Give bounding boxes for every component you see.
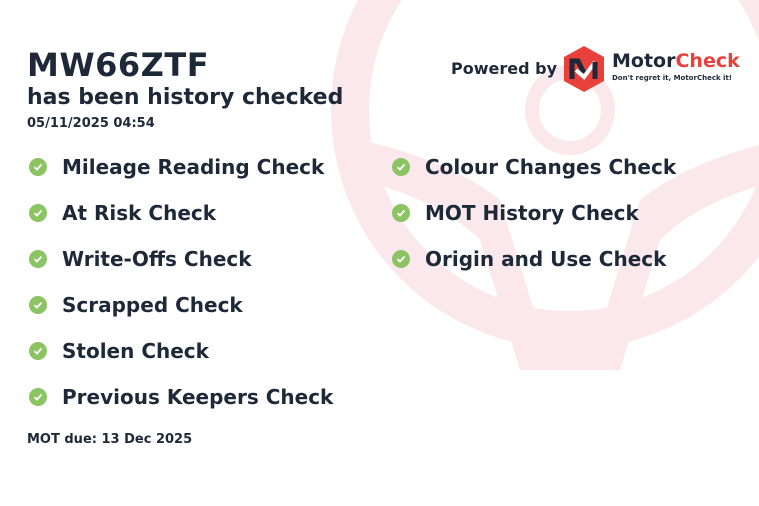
- brand-name: MotorCheck: [612, 50, 740, 72]
- brand-motor: Motor: [612, 50, 676, 72]
- brand-check: Check: [675, 50, 740, 72]
- check-label: Write-Offs Check: [62, 247, 252, 271]
- check-item: Write-Offs Check: [29, 247, 252, 271]
- check-item: Mileage Reading Check: [29, 155, 324, 179]
- check-item: Colour Changes Check: [392, 155, 676, 179]
- powered-by-label: Powered by: [451, 59, 557, 78]
- registration-number: MW66ZTF: [27, 46, 210, 84]
- check-label: Stolen Check: [62, 339, 209, 363]
- check-item: MOT History Check: [392, 201, 639, 225]
- check-label: At Risk Check: [62, 201, 217, 225]
- check-label: Origin and Use Check: [425, 247, 667, 271]
- check-circle-icon: [392, 158, 410, 176]
- checked-timestamp: 05/11/2025 04:54: [27, 116, 155, 131]
- mot-due: MOT due: 13 Dec 2025: [27, 432, 193, 447]
- status-subtitle: has been history checked: [27, 85, 344, 110]
- check-circle-icon: [29, 158, 47, 176]
- check-circle-icon: [29, 296, 47, 314]
- check-circle-icon: [29, 250, 47, 268]
- check-circle-icon: [392, 204, 410, 222]
- check-label: Colour Changes Check: [425, 155, 677, 179]
- motorcheck-logo-icon: [564, 46, 604, 92]
- check-circle-icon: [29, 388, 47, 406]
- check-item: Origin and Use Check: [392, 247, 666, 271]
- check-item: Scrapped Check: [29, 293, 243, 317]
- check-label: Previous Keepers Check: [62, 385, 334, 409]
- brand-tagline: Don't regret it, MotorCheck it!: [612, 74, 732, 82]
- check-label: Mileage Reading Check: [62, 155, 325, 179]
- check-circle-icon: [29, 342, 47, 360]
- check-item: Stolen Check: [29, 339, 209, 363]
- check-item: At Risk Check: [29, 201, 216, 225]
- check-circle-icon: [392, 250, 410, 268]
- check-item: Previous Keepers Check: [29, 385, 333, 409]
- check-circle-icon: [29, 204, 47, 222]
- check-label: MOT History Check: [425, 201, 639, 225]
- check-label: Scrapped Check: [62, 293, 243, 317]
